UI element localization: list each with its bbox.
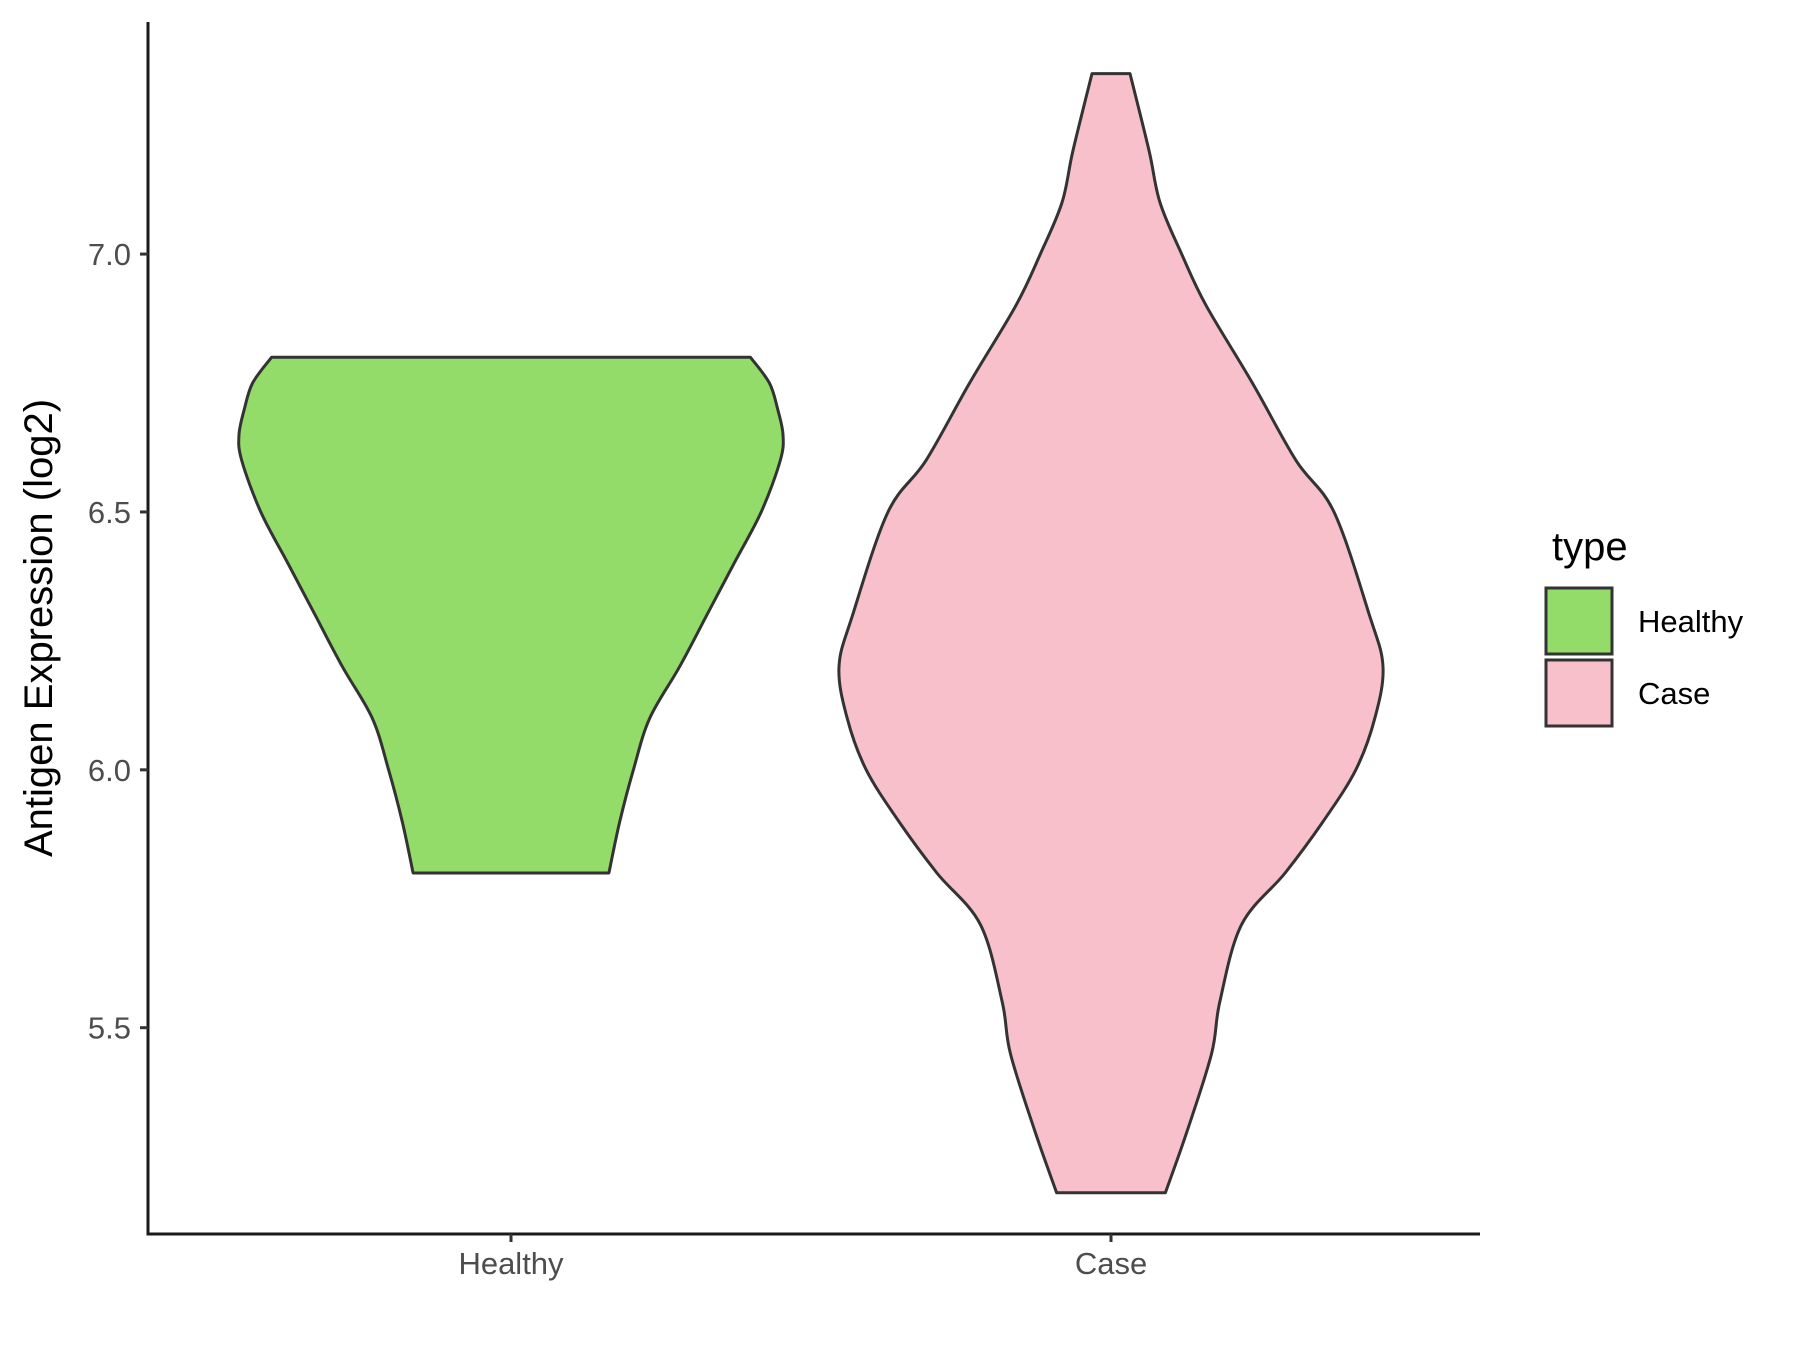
x-tick-label: Case xyxy=(1075,1246,1147,1281)
legend: type Healthy Case xyxy=(1544,525,1744,728)
y-ticks: 5.5 6.0 6.5 7.0 xyxy=(88,237,148,1046)
legend-entries: Healthy Case xyxy=(1544,586,1744,728)
y-axis-title: Antigen Expression (log2) xyxy=(17,399,61,857)
violin-healthy xyxy=(237,355,785,875)
legend-label-healthy: Healthy xyxy=(1638,604,1744,639)
legend-key-healthy xyxy=(1544,586,1614,656)
x-tick-label: Healthy xyxy=(458,1246,564,1281)
y-tick-label: 6.5 xyxy=(88,495,131,530)
legend-key-case xyxy=(1544,658,1614,728)
violins xyxy=(237,72,1385,1195)
violin-case xyxy=(837,72,1385,1195)
legend-label-case: Case xyxy=(1638,676,1710,711)
legend-title: type xyxy=(1552,525,1628,569)
x-ticks: Healthy Case xyxy=(458,1234,1147,1281)
y-tick-label: 5.5 xyxy=(88,1011,131,1046)
y-tick-label: 7.0 xyxy=(88,237,131,272)
y-tick-label: 6.0 xyxy=(88,753,131,788)
